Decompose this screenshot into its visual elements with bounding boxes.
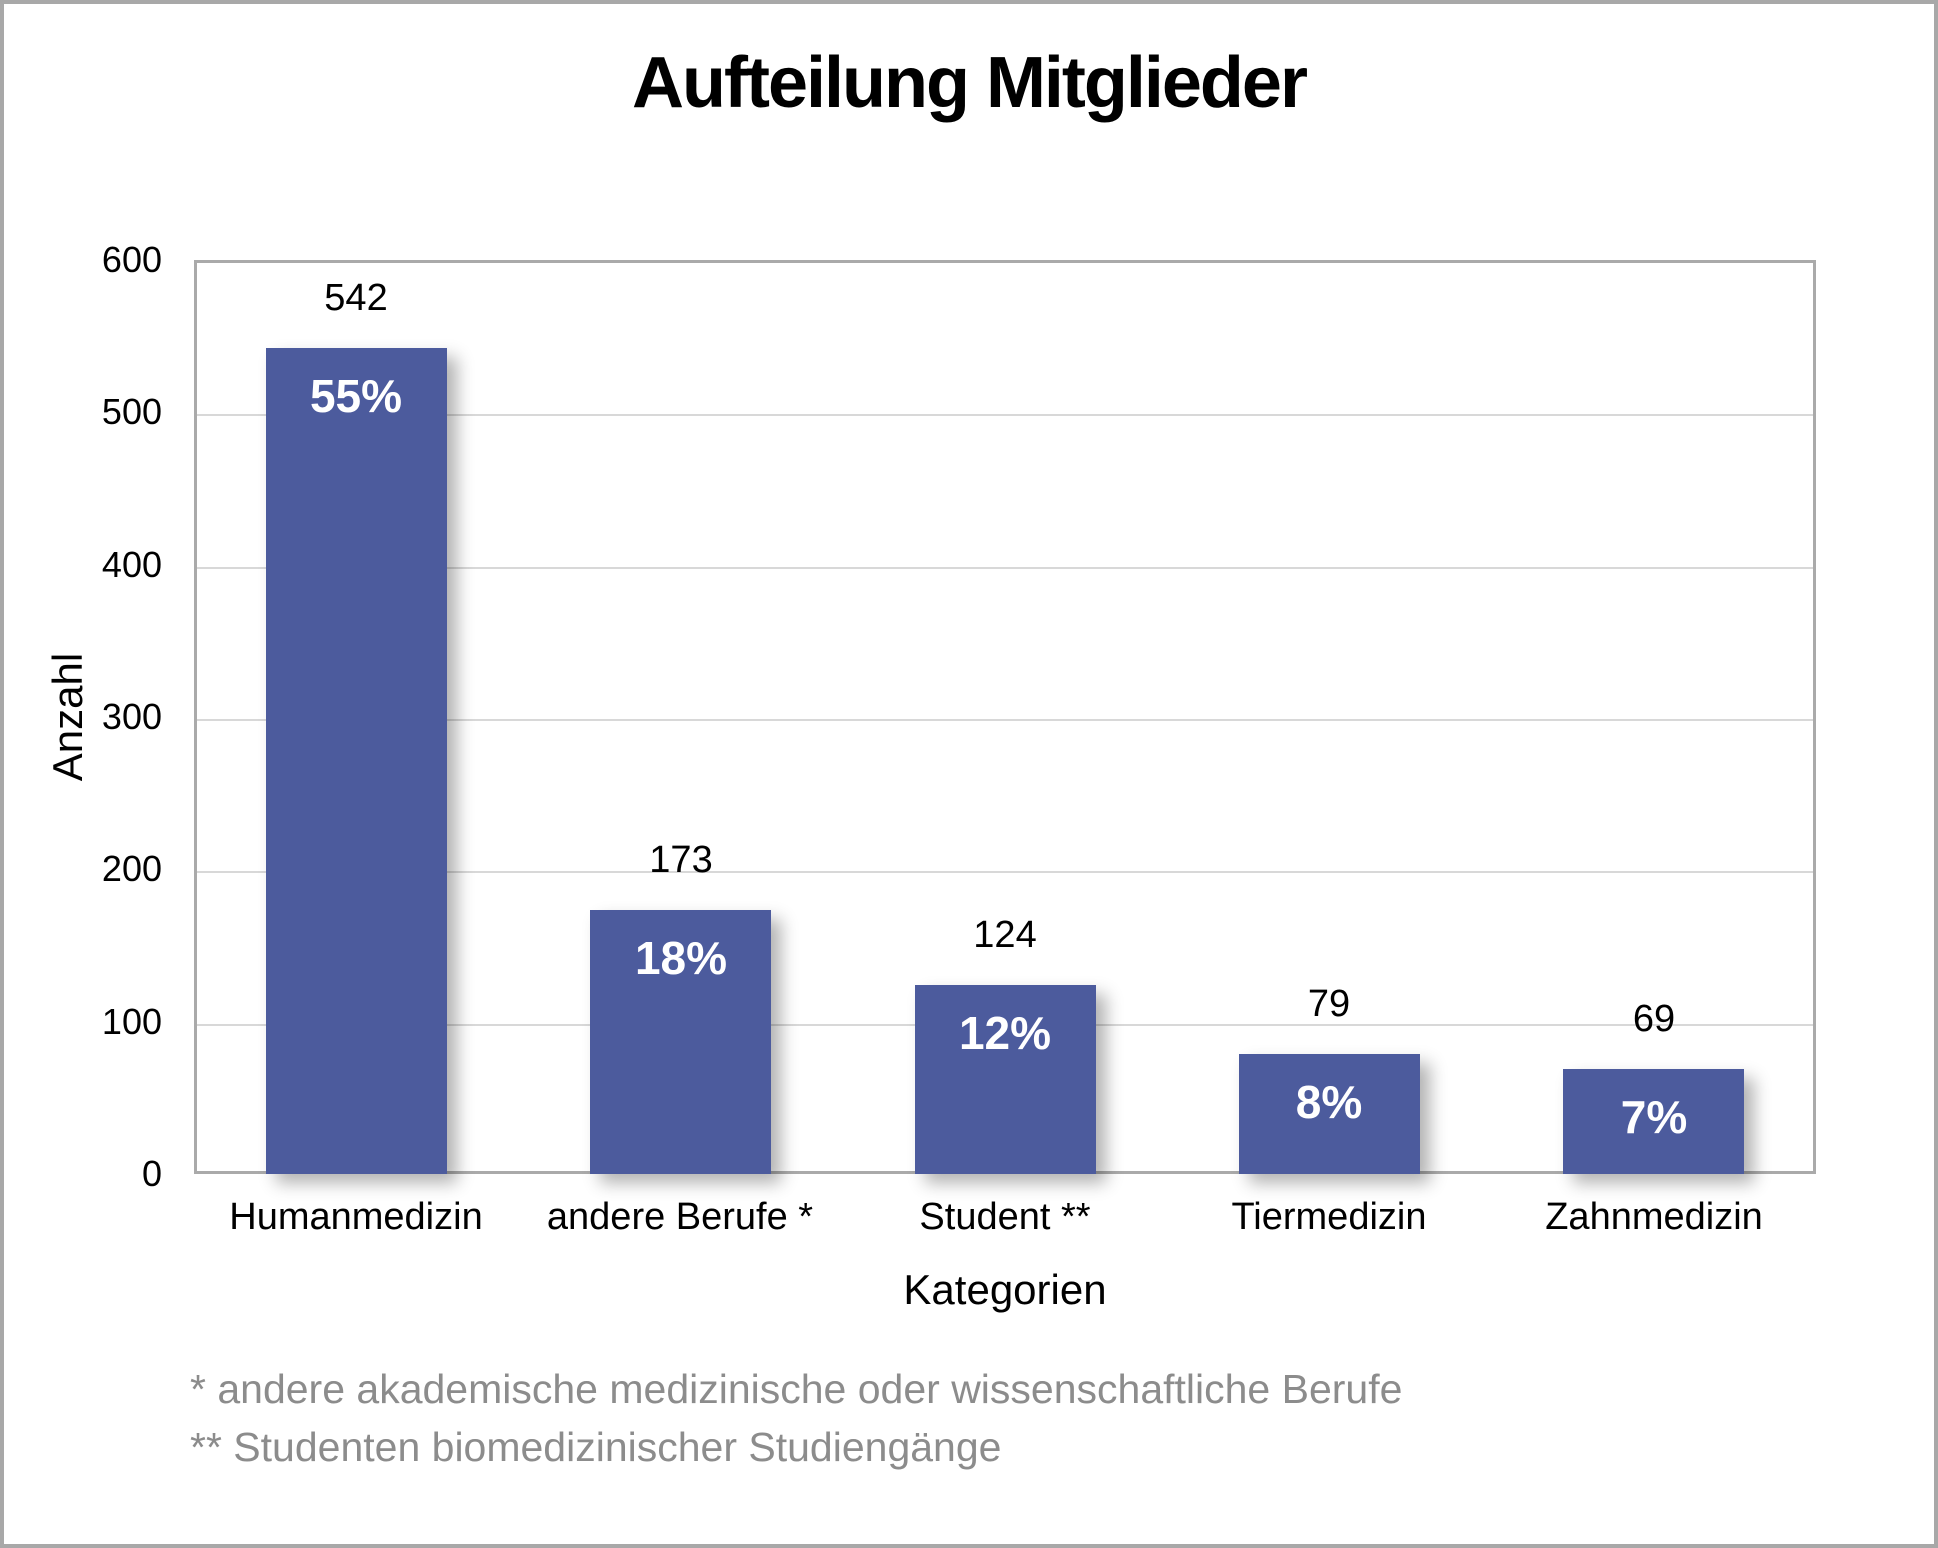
category-label: Student ** [919, 1196, 1091, 1238]
bar-percent-label: 12% [958, 1007, 1052, 1059]
category-label: Tiermedizin [1231, 1196, 1427, 1238]
gridline [197, 566, 1813, 569]
bar [1563, 1069, 1744, 1174]
y-tick-label: 400 [101, 543, 162, 585]
y-tick-label: 100 [101, 1000, 162, 1042]
x-axis-title: Kategorien [903, 1266, 1107, 1313]
bar-value-label: 79 [1307, 983, 1351, 1025]
chart-title: Aufteilung Mitglieder [632, 43, 1308, 123]
gridline [197, 871, 1813, 874]
category-label: Humanmedizin [229, 1196, 483, 1238]
bar [266, 348, 447, 1174]
chart-footnotes: * andere akademische medizinische oder w… [190, 1360, 1402, 1476]
y-tick-label: 0 [141, 1153, 162, 1194]
bar-percent-label: 8% [1295, 1076, 1363, 1128]
bar-percent-label: 18% [634, 932, 728, 984]
footnote-line: * andere akademische medizinische oder w… [190, 1366, 1403, 1412]
y-tick-label: 500 [101, 391, 162, 433]
category-label: Zahnmedizin [1545, 1196, 1763, 1238]
bar-value-label: 69 [1632, 998, 1676, 1040]
bar [915, 985, 1096, 1174]
gridline [197, 719, 1813, 721]
bar [1239, 1054, 1420, 1174]
bar-value-label: 124 [973, 914, 1037, 956]
bar-percent-label: 55% [309, 370, 403, 422]
bar-value-label: 542 [324, 277, 388, 319]
category-label: andere Berufe * [546, 1196, 814, 1238]
y-tick-label: 300 [101, 696, 162, 737]
bar [590, 910, 771, 1174]
bar-value-label: 173 [649, 839, 713, 881]
y-tick-label: 200 [101, 848, 162, 890]
bar-percent-label: 7% [1620, 1091, 1688, 1143]
footnote-line: ** Studenten biomedizinischer Studiengän… [190, 1424, 1002, 1470]
gridline [197, 414, 1813, 417]
y-tick-label: 600 [101, 239, 162, 280]
